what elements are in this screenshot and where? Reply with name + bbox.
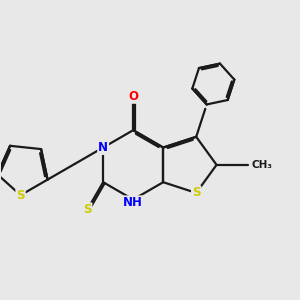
- Text: O: O: [128, 90, 138, 103]
- Text: NH: NH: [123, 196, 143, 209]
- Text: S: S: [83, 203, 92, 216]
- Text: S: S: [16, 189, 25, 202]
- Text: S: S: [192, 186, 200, 200]
- Text: CH₃: CH₃: [251, 160, 272, 170]
- Text: N: N: [98, 141, 108, 154]
